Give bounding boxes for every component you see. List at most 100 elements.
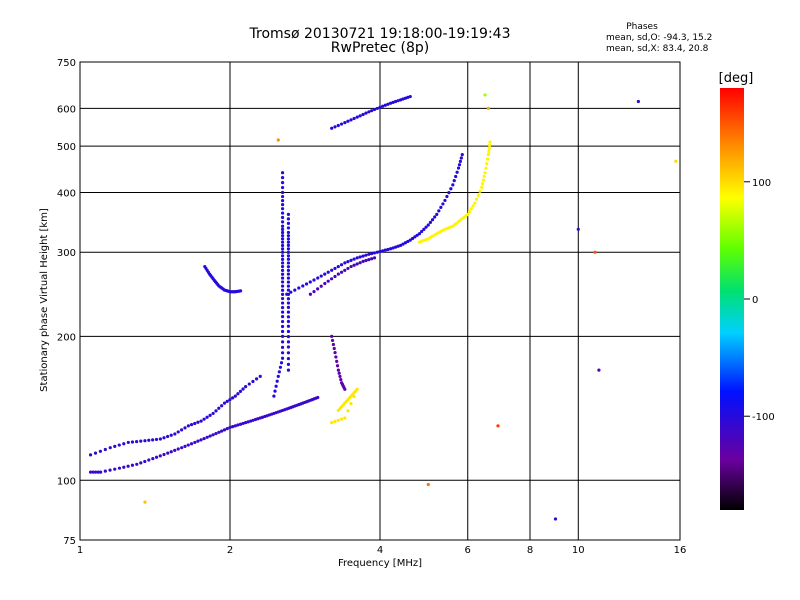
data-point	[331, 342, 335, 347]
data-point	[386, 247, 390, 252]
data-point	[280, 315, 285, 319]
data-point	[597, 368, 601, 372]
data-point	[139, 461, 143, 465]
data-point	[286, 297, 291, 301]
data-point	[117, 466, 122, 470]
data-point	[222, 401, 227, 405]
phase-stats-o: mean, sd,O: -94.3, 15.2	[606, 33, 713, 43]
data-point	[466, 212, 470, 216]
y-tick-label: 400	[57, 188, 76, 199]
x-tick-label: 6	[465, 545, 471, 556]
data-point	[254, 377, 259, 381]
data-point	[151, 438, 155, 442]
data-point	[323, 272, 327, 276]
data-point	[205, 435, 209, 439]
data-point	[286, 319, 291, 324]
data-point	[393, 245, 398, 249]
data-point	[280, 356, 285, 360]
data-point	[410, 236, 415, 241]
data-point	[449, 187, 453, 191]
data-point	[308, 292, 313, 296]
data-point	[280, 284, 285, 288]
data-point	[256, 417, 260, 421]
data-point	[428, 220, 433, 224]
data-point	[166, 434, 170, 439]
data-point	[339, 263, 344, 267]
data-point	[326, 279, 330, 283]
data-point	[339, 270, 344, 274]
data-point	[378, 105, 382, 109]
data-point	[370, 109, 374, 113]
data-point	[484, 166, 488, 170]
data-point	[186, 424, 190, 428]
data-point	[333, 274, 337, 279]
colorbar-label: [deg]	[719, 71, 754, 86]
data-point	[286, 230, 291, 235]
data-point	[319, 284, 323, 288]
data-point	[391, 100, 395, 104]
data-point	[280, 324, 285, 329]
data-point	[487, 149, 491, 154]
data-point	[336, 264, 340, 269]
data-point	[593, 250, 597, 254]
data-point	[286, 221, 291, 225]
data-point	[176, 430, 180, 434]
data-point	[280, 181, 285, 185]
x-tick-label: 8	[527, 545, 533, 556]
data-point	[180, 428, 184, 432]
data-point	[401, 97, 405, 101]
data-point	[349, 118, 353, 122]
data-point	[103, 469, 107, 473]
data-point	[280, 280, 285, 284]
data-point	[143, 439, 147, 443]
x-tick-label: 4	[377, 545, 383, 556]
data-point	[355, 387, 359, 391]
data-point	[352, 257, 356, 261]
data-point	[217, 406, 221, 410]
data-point	[330, 268, 334, 272]
data-point	[189, 423, 194, 427]
data-point	[452, 179, 456, 183]
data-point	[280, 240, 285, 244]
data-point	[280, 351, 285, 355]
data-point	[467, 209, 472, 214]
data-point	[338, 374, 342, 379]
data-point	[337, 371, 341, 375]
data-point	[399, 243, 403, 248]
data-point	[456, 166, 461, 170]
data-point	[241, 421, 245, 426]
data-point	[251, 379, 255, 384]
data-point	[326, 270, 330, 274]
data-point	[289, 290, 293, 294]
data-point	[108, 468, 112, 472]
data-point	[280, 230, 285, 235]
data-point	[361, 254, 365, 258]
data-point	[349, 402, 353, 406]
data-point	[93, 451, 98, 455]
data-point	[286, 261, 291, 265]
data-point	[280, 292, 285, 296]
x-tick-label: 1	[77, 545, 83, 556]
data-point	[169, 450, 173, 454]
data-point	[367, 110, 371, 114]
data-point	[238, 289, 243, 293]
data-point	[478, 189, 482, 193]
data-point	[238, 389, 243, 393]
data-point	[413, 235, 417, 239]
data-point	[330, 126, 334, 130]
data-point	[183, 426, 187, 430]
data-point	[286, 368, 291, 372]
data-point	[280, 203, 285, 207]
data-point	[447, 191, 451, 195]
data-point	[280, 237, 285, 241]
data-point	[346, 409, 350, 413]
data-point	[173, 448, 177, 452]
data-point	[258, 374, 262, 378]
data-point	[480, 185, 484, 189]
axis-ticks: 1 2 4 6 8 10 16 75 100 200 300 400 500 600 750	[57, 58, 686, 556]
data-point	[236, 423, 240, 427]
data-point	[244, 385, 248, 389]
data-point	[98, 449, 103, 453]
data-point	[286, 340, 291, 344]
data-point	[364, 258, 368, 263]
